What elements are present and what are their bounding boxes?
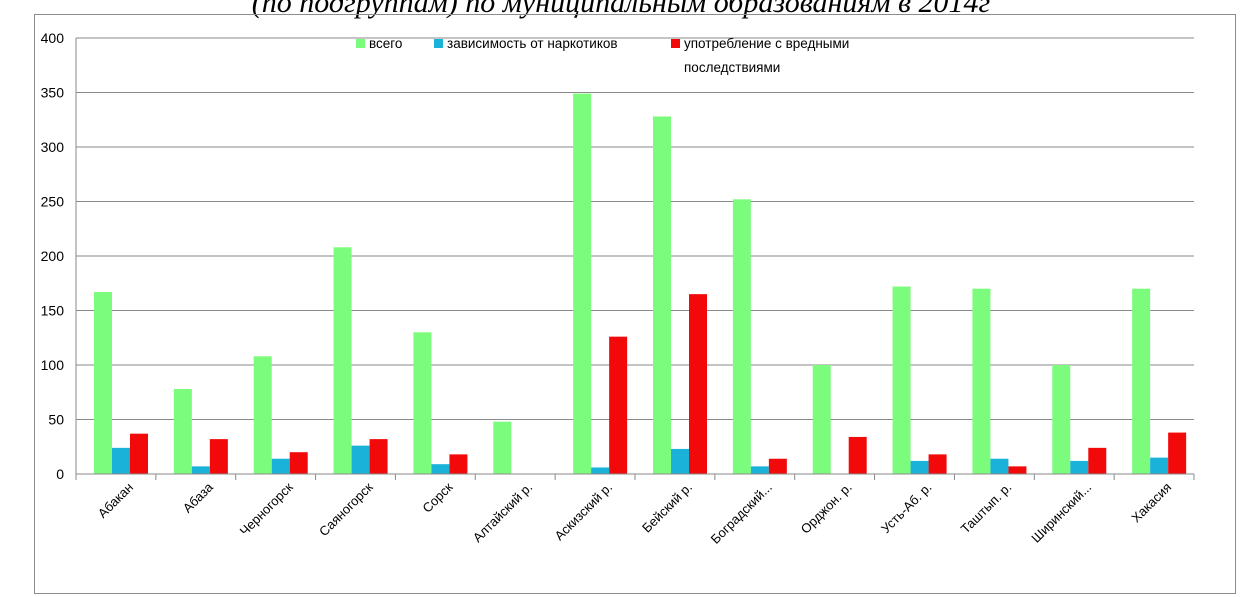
x-category-label: Абакан [95, 480, 136, 521]
x-category-label: Ширинский... [1028, 480, 1094, 546]
bar-harmful-use [130, 433, 148, 474]
bar-total [892, 286, 911, 474]
bar-harmful-use [1008, 466, 1027, 474]
y-tick-label: 200 [41, 248, 65, 264]
bar-harmful-use [928, 454, 947, 474]
x-category-label: Сорск [419, 479, 455, 515]
legend-label-drug-dependence: зависимость от наркотиков [447, 36, 618, 51]
bar-harmful-use [689, 294, 707, 474]
bar-drug-dependence [671, 448, 689, 474]
bar-total [812, 365, 831, 474]
x-category-label: Орджон. р. [798, 480, 855, 537]
x-category-label: Черногорск [237, 479, 296, 538]
bar-drug-dependence [591, 467, 610, 474]
bar-harmful-use [449, 454, 468, 474]
legend-label-total: всего [369, 36, 402, 51]
y-tick-label: 350 [41, 85, 65, 101]
x-category-label: Абаза [180, 479, 217, 516]
bar-total [1052, 365, 1071, 474]
y-axis-ticks: 0 50 100 150 200 250 300 350 400 [41, 30, 65, 482]
bar-drug-dependence [431, 464, 450, 474]
chart-frame [34, 14, 1236, 594]
legend: всего зависимость от наркотиков употребл… [356, 36, 849, 75]
bar-drug-dependence [112, 447, 130, 474]
bar-total [732, 199, 751, 474]
bar-total [653, 116, 671, 474]
x-category-label: Саяногорск [316, 479, 376, 539]
y-tick-label: 300 [41, 139, 65, 155]
bar-total [1132, 288, 1151, 474]
y-tick-label: 400 [41, 30, 65, 46]
x-category-label: Хакасия [1128, 480, 1174, 526]
x-category-label: Усть-Аб. р. [878, 480, 935, 537]
bar-total [173, 388, 192, 474]
legend-swatch-drug-dependence [434, 39, 443, 48]
bar-harmful-use [289, 452, 308, 474]
x-category-label: Бейский р. [639, 480, 695, 536]
bar-harmful-use [369, 439, 388, 474]
y-tick-label: 150 [41, 303, 65, 319]
bar-drug-dependence [271, 458, 290, 474]
bar-harmful-use [1088, 447, 1107, 474]
x-category-label: Таштып. р. [958, 480, 1015, 537]
bar-harmful-use [848, 436, 867, 474]
bar-total [493, 421, 512, 474]
bar-drug-dependence [351, 445, 370, 474]
bar-total [413, 332, 432, 474]
y-tick-label: 100 [41, 357, 65, 373]
bar-drug-dependence [1070, 460, 1089, 474]
legend-swatch-harmful-use [671, 39, 680, 48]
bar-total [94, 291, 112, 474]
bar-drug-dependence [191, 466, 210, 474]
legend-label-harmful-use-line1: употребление с вредными [684, 36, 849, 51]
bar-harmful-use [768, 458, 787, 474]
x-category-label: Алтайский р. [470, 480, 536, 546]
x-axis-categories: Абакан Абаза Черногорск Саяногорск Сорск Алта… [95, 479, 1174, 547]
x-category-label: Боградский... [708, 480, 775, 547]
legend-label-harmful-use-line2: последствиями [684, 60, 780, 75]
legend-swatch-total [356, 39, 365, 48]
bar-total [253, 356, 272, 474]
y-tick-label: 50 [48, 412, 64, 428]
bar-total [972, 288, 991, 474]
gridlines [75, 37, 1195, 480]
bars [94, 93, 1187, 474]
bar-drug-dependence [990, 458, 1009, 474]
bar-total [573, 93, 592, 474]
bar-drug-dependence [750, 466, 769, 474]
bar-drug-dependence [1150, 457, 1169, 474]
bar-drug-dependence [910, 460, 929, 474]
bar-harmful-use [1168, 432, 1187, 474]
x-category-label: Аскизский р. [551, 480, 615, 544]
y-tick-label: 250 [41, 194, 65, 210]
y-tick-label: 0 [56, 466, 64, 482]
bar-harmful-use [209, 439, 228, 474]
bar-total [333, 247, 352, 474]
bar-harmful-use [609, 336, 628, 474]
